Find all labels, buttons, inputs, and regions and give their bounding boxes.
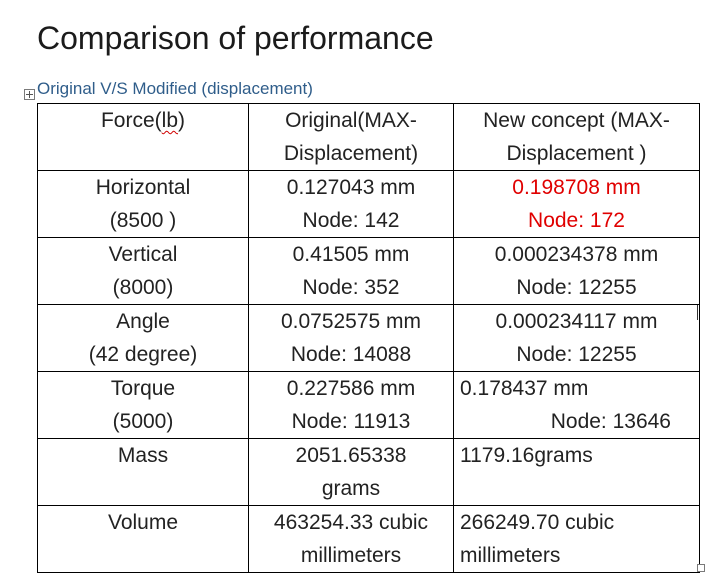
table-row-torque: Torque (5000) 0.227586 mm Node: 11913 0.… — [37, 371, 700, 439]
cell-load-case[interactable]: Mass — [37, 438, 249, 506]
original-mass-unit: grams — [321, 477, 381, 500]
new-node: Node: 12255 — [516, 343, 637, 366]
original-node: Node: 14088 — [290, 343, 412, 366]
header-new-line1: New concept (MAX- — [483, 109, 670, 132]
table-row-horizontal: Horizontal (8500 ) 0.127043 mm Node: 142… — [37, 170, 700, 238]
cell-load-case[interactable]: Volume — [37, 505, 249, 573]
header-cell-original[interactable]: Original(MAX- Displacement) — [248, 103, 454, 171]
header-cell-force[interactable]: Force(lb) — [37, 103, 249, 171]
load-case-value: (8500 ) — [109, 209, 177, 232]
original-mass-value: 2051.65338 — [295, 444, 407, 467]
header-cell-new-concept[interactable]: New concept (MAX- Displacement ) — [453, 103, 700, 171]
cell-original[interactable]: 0.0752575 mm Node: 14088 — [248, 304, 454, 372]
cell-original[interactable]: 463254.33 cubic millimeters — [248, 505, 454, 573]
header-new-line2: Displacement ) — [506, 142, 647, 165]
original-displacement: 0.227586 mm — [286, 377, 416, 400]
cell-new-concept[interactable]: 1179.16grams — [453, 438, 700, 506]
load-case-name: Horizontal — [95, 176, 191, 199]
table-row-angle: Angle (42 degree) 0.0752575 mm Node: 140… — [37, 304, 700, 372]
new-mass-value: 1179.16grams — [460, 444, 593, 467]
header-original-line2: Displacement) — [283, 142, 419, 165]
header-force-label: Force(lb) — [39, 105, 248, 138]
table-caption: Original V/S Modified (displacement) — [37, 79, 313, 98]
original-node: Node: 352 — [302, 276, 400, 299]
load-case-name: Angle — [116, 310, 170, 333]
original-volume-value: 463254.33 cubic — [273, 511, 429, 534]
column-resize-cursor — [697, 305, 698, 320]
load-case-value: (42 degree) — [88, 343, 198, 366]
table-header-row: Force(lb) Original(MAX- Displacement) Ne… — [37, 103, 700, 171]
table-row-vertical: Vertical (8000) 0.41505 mm Node: 352 0.0… — [37, 237, 700, 305]
cell-new-concept[interactable]: 0.178437 mm Node: 13646 — [453, 371, 700, 439]
original-volume-unit: millimeters — [300, 544, 402, 567]
load-case-value: (5000) — [112, 410, 174, 433]
load-case-name: Torque — [110, 377, 176, 400]
table-row-mass: Mass 2051.65338 grams 1179.16grams — [37, 438, 700, 506]
cell-new-concept-highlighted[interactable]: 0.198708 mm Node: 172 — [453, 170, 700, 238]
new-volume-unit: millimeters — [460, 544, 561, 567]
load-case-name: Mass — [117, 444, 169, 467]
force-suffix: ) — [178, 109, 186, 132]
new-displacement: 0.000234117 mm — [495, 310, 658, 333]
cell-load-case[interactable]: Vertical (8000) — [37, 237, 249, 305]
table-resize-handle[interactable] — [697, 564, 705, 572]
cell-load-case[interactable]: Angle (42 degree) — [37, 304, 249, 372]
page-title: Comparison of performance — [37, 20, 434, 56]
table-row-volume: Volume 463254.33 cubic millimeters 26624… — [37, 505, 700, 573]
table-move-handle-icon[interactable] — [24, 89, 35, 100]
cell-load-case[interactable]: Horizontal (8500 ) — [37, 170, 249, 238]
cell-load-case[interactable]: Torque (5000) — [37, 371, 249, 439]
load-case-name: Volume — [107, 511, 179, 534]
header-original-line1: Original(MAX- — [285, 109, 417, 132]
cell-original[interactable]: 0.41505 mm Node: 352 — [248, 237, 454, 305]
cell-new-concept[interactable]: 0.000234378 mm Node: 12255 — [453, 237, 700, 305]
force-unit-spellcheck: lb — [161, 109, 179, 132]
cell-new-concept[interactable]: 0.000234117 mm Node: 12255 — [453, 304, 700, 372]
original-displacement: 0.0752575 mm — [280, 310, 422, 333]
load-case-value: (8000) — [112, 276, 174, 299]
new-displacement: 0.178437 mm — [460, 377, 589, 400]
load-case-name: Vertical — [108, 243, 178, 266]
cell-original[interactable]: 0.227586 mm Node: 11913 — [248, 371, 454, 439]
performance-table: Force(lb) Original(MAX- Displacement) Ne… — [37, 103, 700, 573]
force-prefix: Force( — [100, 109, 162, 132]
new-displacement: 0.198708 mm — [512, 176, 641, 199]
new-node: Node: 172 — [528, 209, 625, 232]
original-node: Node: 11913 — [291, 410, 411, 433]
original-displacement: 0.127043 mm — [286, 176, 416, 199]
original-displacement: 0.41505 mm — [292, 243, 410, 266]
new-volume-value: 266249.70 cubic — [460, 511, 615, 534]
new-node: Node: 13646 — [550, 410, 671, 433]
new-displacement: 0.000234378 mm — [494, 243, 659, 266]
new-node: Node: 12255 — [516, 276, 637, 299]
original-node: Node: 142 — [302, 209, 400, 232]
cell-original[interactable]: 2051.65338 grams — [248, 438, 454, 506]
cell-new-concept[interactable]: 266249.70 cubic millimeters — [453, 505, 700, 573]
cell-original[interactable]: 0.127043 mm Node: 142 — [248, 170, 454, 238]
